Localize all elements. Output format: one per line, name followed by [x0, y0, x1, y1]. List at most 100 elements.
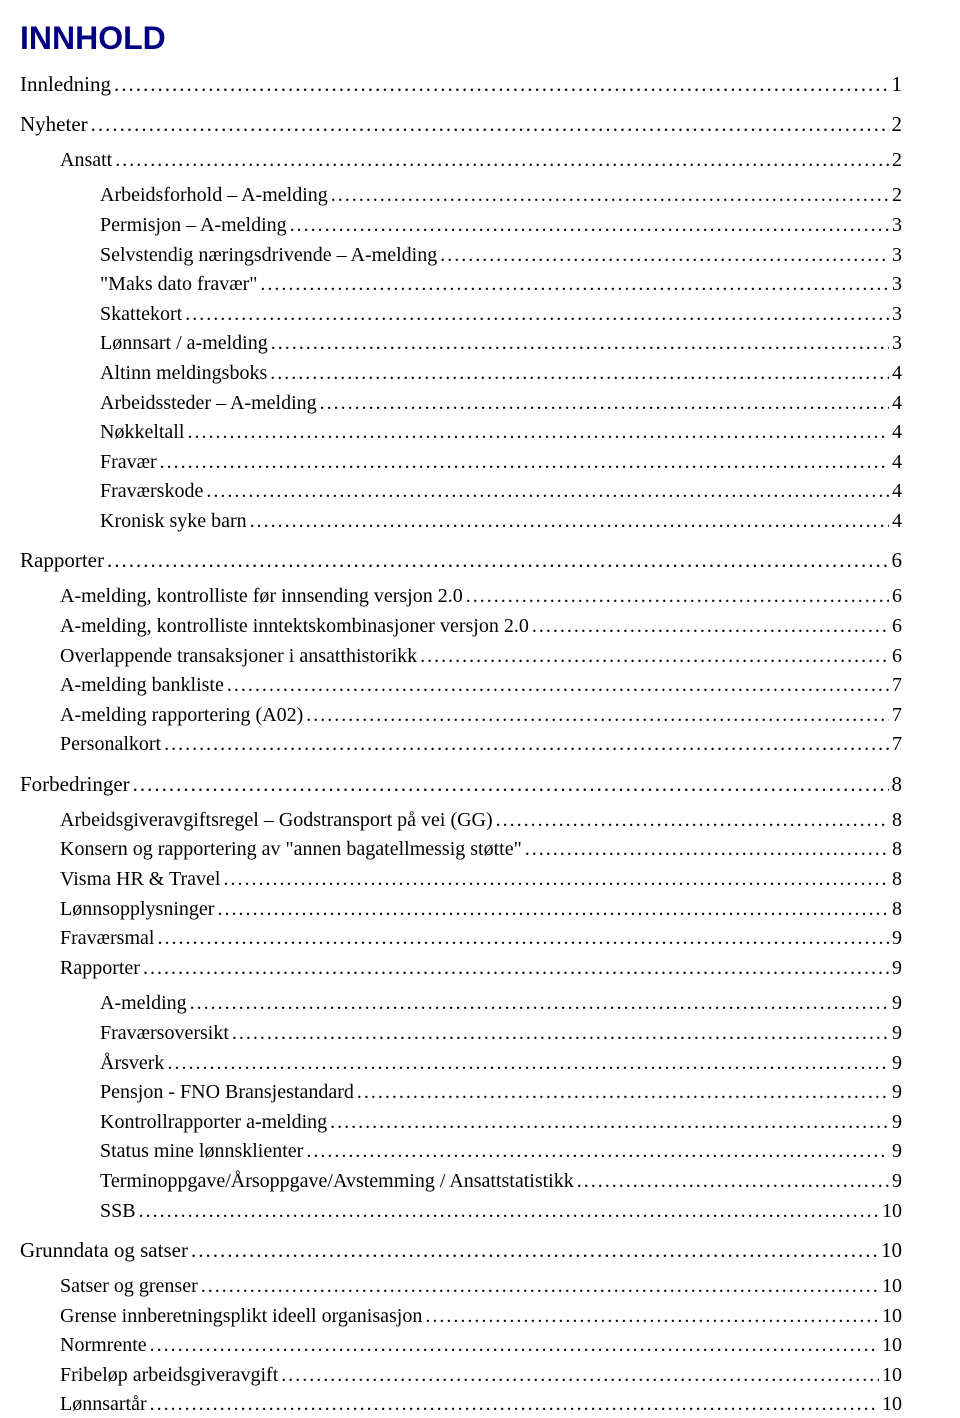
toc-entry[interactable]: Lønnsart / a-melding3 [100, 331, 902, 357]
toc-entry-label: Selvstendig næringsdrivende – A-melding [100, 243, 437, 269]
toc-entry[interactable]: A-melding rapportering (A02) 7 [60, 703, 902, 729]
toc-leader-dots [133, 771, 889, 798]
toc-entry[interactable]: Lønnsopplysninger8 [60, 897, 902, 923]
toc-entry-page: 3 [892, 331, 902, 357]
toc-entry-label: Rapporter [60, 956, 140, 982]
toc-entry-label: Fraværskode [100, 479, 203, 505]
toc-entry[interactable]: Terminoppgave/Årsoppgave/Avstemming / An… [100, 1169, 902, 1195]
toc-entry-page: 9 [892, 1169, 902, 1195]
toc-leader-dots [466, 584, 889, 610]
toc-entry-page: 10 [882, 1333, 902, 1359]
toc-entry[interactable]: Skattekort3 [100, 302, 902, 328]
toc-entry-label: Ansatt [60, 148, 112, 174]
toc-entry[interactable]: Fraværsmal 9 [60, 926, 902, 952]
toc-leader-dots [496, 808, 889, 834]
toc-entry-label: Status mine lønnsklienter [100, 1139, 303, 1165]
toc-leader-dots [185, 302, 889, 328]
toc-entry-page: 4 [892, 479, 902, 505]
toc-leader-dots [331, 183, 889, 209]
toc-leader-dots [143, 956, 889, 982]
toc-leader-dots [157, 926, 889, 952]
toc-entry-page: 2 [892, 183, 902, 209]
toc-entry[interactable]: Personalkort7 [60, 732, 902, 758]
toc-entry[interactable]: Forbedringer 8 [20, 771, 902, 798]
toc-leader-dots [290, 213, 889, 239]
toc-entry[interactable]: Rapporter9 [60, 956, 902, 982]
toc-entry[interactable]: Kontrollrapporter a-melding9 [100, 1110, 902, 1136]
toc-entry[interactable]: "Maks dato fravær"3 [100, 272, 902, 298]
toc-entry-page: 8 [892, 808, 902, 834]
toc-leader-dots [320, 391, 889, 417]
toc-entry-page: 6 [892, 614, 902, 640]
toc-entry[interactable]: Fraværsoversikt9 [100, 1021, 902, 1047]
toc-entry[interactable]: Overlappende transaksjoner i ansatthisto… [60, 644, 902, 670]
toc-leader-dots [260, 272, 889, 298]
toc-entry[interactable]: A-melding, kontrolliste inntektskombinas… [60, 614, 902, 640]
toc-entry[interactable]: Arbeidsgiveravgiftsregel – Godstransport… [60, 808, 902, 834]
toc-entry[interactable]: Innledning 1 [20, 71, 902, 98]
toc-entry[interactable]: Konsern og rapportering av "annen bagate… [60, 837, 902, 863]
toc-entry[interactable]: Grense innberetningsplikt ideell organis… [60, 1304, 902, 1330]
toc-leader-dots [281, 1363, 879, 1389]
toc-entry-page: 10 [882, 1199, 902, 1225]
toc-entry-label: Fribeløp arbeidsgiveravgift [60, 1363, 278, 1389]
toc-entry[interactable]: Visma HR & Travel8 [60, 867, 902, 893]
toc-entry-page: 2 [892, 148, 902, 174]
toc-leader-dots [223, 867, 889, 893]
toc-entry[interactable]: Kronisk syke barn4 [100, 509, 902, 535]
toc-entry[interactable]: Fribeløp arbeidsgiveravgift 10 [60, 1363, 902, 1389]
toc-entry-page: 4 [892, 509, 902, 535]
toc-entry-label: Satser og grenser [60, 1274, 198, 1300]
toc-leader-dots [532, 614, 889, 640]
toc-entry[interactable]: Nyheter 2 [20, 111, 902, 138]
toc-entry[interactable]: A-melding bankliste7 [60, 673, 902, 699]
toc-entry-page: 9 [892, 991, 902, 1017]
toc-entry-label: Fravær [100, 450, 157, 476]
toc-entry-label: Årsverk [100, 1051, 164, 1077]
toc-leader-dots [191, 1237, 878, 1264]
toc-entry[interactable]: Satser og grenser10 [60, 1274, 902, 1300]
toc-entry[interactable]: Status mine lønnsklienter9 [100, 1139, 902, 1165]
toc-entry[interactable]: SSB10 [100, 1199, 902, 1225]
toc-leader-dots [425, 1304, 879, 1330]
toc-entry[interactable]: Altinn meldingsboks4 [100, 361, 902, 387]
toc-entry-label: Kontrollrapporter a-melding [100, 1110, 327, 1136]
toc-entry-page: 3 [892, 243, 902, 269]
toc-entry[interactable]: Selvstendig næringsdrivende – A-melding 3 [100, 243, 902, 269]
toc-entry[interactable]: Arbeidssteder – A-melding4 [100, 391, 902, 417]
toc-entry[interactable]: A-melding, kontrolliste før innsending v… [60, 584, 902, 610]
toc-entry[interactable]: Permisjon – A-melding3 [100, 213, 902, 239]
toc-entry-label: Fraværsmal [60, 926, 154, 952]
toc-leader-dots [206, 479, 889, 505]
toc-entry-page: 9 [892, 1051, 902, 1077]
toc-entry-page: 7 [892, 703, 902, 729]
toc-entry-page: 10 [882, 1363, 902, 1389]
toc-leader-dots [91, 111, 889, 138]
toc-entry-page: 3 [892, 213, 902, 239]
toc-entry-label: A-melding rapportering (A02) [60, 703, 303, 729]
toc-entry[interactable]: Grunndata og satser 10 [20, 1237, 902, 1264]
toc-entry[interactable]: Normrente10 [60, 1333, 902, 1359]
toc-leader-dots [164, 732, 889, 758]
toc-leader-dots [232, 1021, 889, 1047]
toc-entry-page: 10 [882, 1392, 902, 1418]
toc-entry[interactable]: Nøkkeltall4 [100, 420, 902, 446]
toc-entry[interactable]: Fraværskode 4 [100, 479, 902, 505]
toc-entry-page: 9 [892, 926, 902, 952]
toc-entry[interactable]: Rapporter 6 [20, 547, 902, 574]
toc-entry-label: Overlappende transaksjoner i ansatthisto… [60, 644, 417, 670]
toc-entry-label: Terminoppgave/Årsoppgave/Avstemming / An… [100, 1169, 574, 1195]
toc-entry[interactable]: Fravær 4 [100, 450, 902, 476]
toc-entry[interactable]: Årsverk 9 [100, 1051, 902, 1077]
toc-entry-page: 6 [892, 584, 902, 610]
toc-entry-page: 4 [892, 450, 902, 476]
toc-entry[interactable]: Lønnsartår10 [60, 1392, 902, 1418]
toc-entry[interactable]: Pensjon - FNO Bransjestandard9 [100, 1080, 902, 1106]
toc-entry[interactable]: Arbeidsforhold – A-melding2 [100, 183, 902, 209]
toc-entry[interactable]: Ansatt 2 [60, 148, 902, 174]
toc-leader-dots [190, 991, 889, 1017]
toc-leader-dots [440, 243, 889, 269]
toc-entry-label: Arbeidsgiveravgiftsregel – Godstransport… [60, 808, 493, 834]
toc-entry[interactable]: A-melding9 [100, 991, 902, 1017]
toc-leader-dots [357, 1080, 889, 1106]
